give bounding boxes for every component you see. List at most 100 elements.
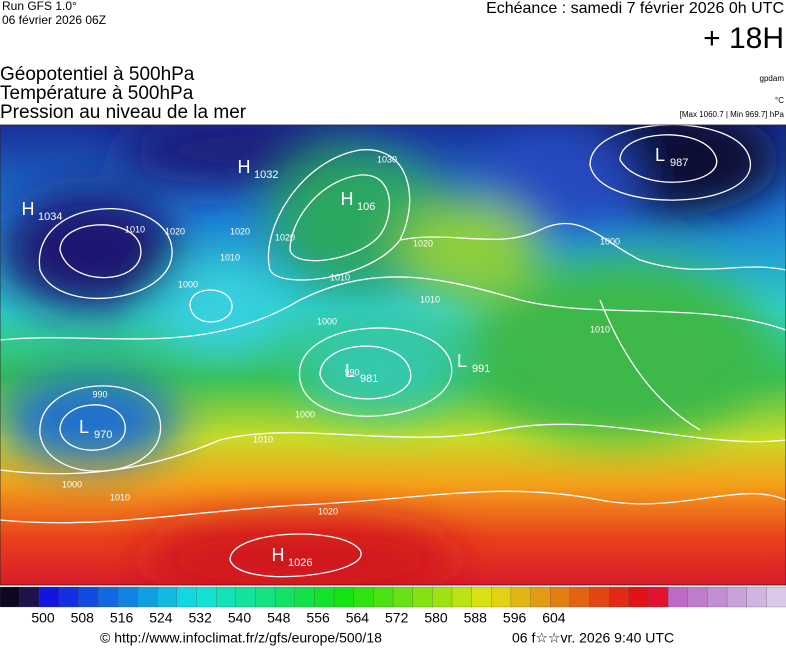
timestamp: 06 f☆☆vr. 2026 9:40 UTC xyxy=(512,630,674,646)
isobar-label: 1000 xyxy=(178,279,198,289)
scale-label: 580 xyxy=(424,610,448,626)
color-swatch xyxy=(196,586,217,608)
isobar-label: 1020 xyxy=(275,232,295,242)
isobar-label: 1000 xyxy=(62,479,82,489)
isobar-label: 1010 xyxy=(125,224,145,234)
color-swatch xyxy=(255,586,276,608)
color-swatch xyxy=(19,586,40,608)
color-swatch xyxy=(176,586,198,608)
scale-label: 604 xyxy=(542,610,566,626)
unit-label: gpdam xyxy=(760,74,785,83)
scale-label: 508 xyxy=(71,610,95,626)
pressure-center-type: L xyxy=(79,417,89,437)
pressure-center-type: L xyxy=(457,351,467,371)
color-swatch xyxy=(353,586,375,608)
isobar-label: 1010 xyxy=(590,324,610,334)
pressure-center-value: 1032 xyxy=(254,169,278,181)
color-swatch xyxy=(39,586,60,608)
isobar-label: 1000 xyxy=(295,409,315,419)
color-swatch xyxy=(78,586,99,608)
isobar-label: 1010 xyxy=(110,492,130,502)
color-swatch xyxy=(550,586,571,608)
isobar-label: 1020 xyxy=(165,226,185,236)
scale-label: 540 xyxy=(228,610,252,626)
color-swatch xyxy=(137,586,158,608)
color-swatch xyxy=(569,586,591,608)
color-swatch xyxy=(117,586,139,608)
pressure-center-value: 106 xyxy=(357,201,375,213)
scale-label: 516 xyxy=(110,610,134,626)
color-swatch xyxy=(667,586,689,608)
isobar-label: 1020 xyxy=(318,506,338,516)
pressure-center-value: 970 xyxy=(94,429,112,441)
isobar-label: 990 xyxy=(344,367,359,377)
color-swatch xyxy=(0,586,21,608)
scale-label: 556 xyxy=(306,610,330,626)
unit-label: [Max 1060.7 | Min 969.7] hPa xyxy=(680,110,785,119)
pressure-center-type: H xyxy=(341,189,354,209)
isobar-label: 1000 xyxy=(317,316,337,326)
map-frame xyxy=(0,124,786,586)
isobar-label: 1010 xyxy=(420,294,440,304)
unit-label: °C xyxy=(775,96,784,105)
pressure-center-type: L xyxy=(345,361,355,381)
color-swatch xyxy=(491,586,512,608)
lead-time: + 18H xyxy=(703,22,784,55)
pressure-center-type: L xyxy=(655,145,665,165)
color-swatch xyxy=(726,586,748,608)
color-swatch xyxy=(373,586,394,608)
color-scale: 500 508 516 524 532 540 548 556 564 572 580 588 596 6… xyxy=(0,586,786,626)
isobar-label: 1030 xyxy=(377,154,397,164)
scale-label: 564 xyxy=(346,610,370,626)
pressure-center-type: H xyxy=(22,199,35,219)
color-swatch xyxy=(687,586,709,608)
valid-time: Echéance : samedi 7 février 2026 0h UTC xyxy=(486,0,784,17)
color-swatch xyxy=(157,586,178,608)
color-swatch xyxy=(333,586,355,608)
title-line: Température à 500hPa xyxy=(0,83,194,104)
pressure-center-value: 981 xyxy=(360,373,378,385)
pressure-center-value: 987 xyxy=(670,157,688,169)
map-background xyxy=(0,125,786,585)
scale-label: 524 xyxy=(149,610,173,626)
color-swatch xyxy=(530,586,551,608)
color-swatch xyxy=(648,586,669,608)
pressure-center-type: H xyxy=(272,545,285,565)
isobar-label: 1020 xyxy=(230,226,250,236)
pressure-center-type: H xyxy=(238,157,251,177)
color-swatch xyxy=(510,586,532,608)
pressure-center-value: 1034 xyxy=(38,211,62,223)
run-label: Run GFS 1.0° xyxy=(2,0,77,13)
pressure-center-value: 1026 xyxy=(288,557,312,569)
color-swatch xyxy=(392,586,414,608)
color-swatch xyxy=(235,586,257,608)
isobar-label: 990 xyxy=(92,389,107,399)
isobar-label: 1010 xyxy=(330,272,350,282)
color-swatch xyxy=(707,586,728,608)
scale-label: 548 xyxy=(267,610,291,626)
pressure-center-value: 991 xyxy=(472,363,490,375)
title-line: Pression au niveau de la mer xyxy=(0,102,247,123)
color-swatch xyxy=(215,586,237,608)
color-swatch xyxy=(294,586,316,608)
scale-label: 572 xyxy=(385,610,409,626)
color-swatch xyxy=(609,586,630,608)
color-swatch xyxy=(766,586,786,608)
isobar-label: 1010 xyxy=(220,252,240,262)
isobar-label: 1020 xyxy=(413,238,433,248)
scale-label: 500 xyxy=(31,610,55,626)
color-swatch xyxy=(314,586,335,608)
color-swatch xyxy=(58,586,80,608)
color-swatch xyxy=(412,586,433,608)
scale-label: 588 xyxy=(464,610,488,626)
color-swatch xyxy=(432,586,453,608)
run-date: 06 février 2026 06Z xyxy=(2,13,106,27)
color-swatch xyxy=(589,586,610,608)
color-swatch xyxy=(471,586,492,608)
scale-label: 596 xyxy=(503,610,527,626)
color-swatch xyxy=(451,586,473,608)
scale-label: 532 xyxy=(189,610,213,626)
